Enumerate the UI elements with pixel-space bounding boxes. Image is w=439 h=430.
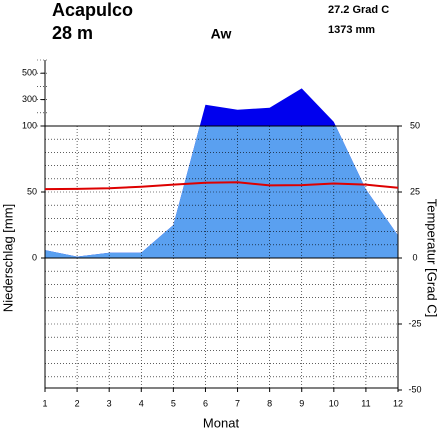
chart-title: Acapulco	[52, 0, 133, 20]
x-tick-label: 10	[329, 398, 339, 408]
x-tick-label: 2	[75, 398, 80, 408]
temperature-line	[44, 181, 399, 191]
y2-tick-label: -25	[408, 318, 421, 328]
x-tick-label: 5	[171, 398, 176, 408]
x-tick-label: 6	[203, 398, 208, 408]
x-tick-label: 7	[235, 398, 240, 408]
y2-tick-label: 50	[410, 120, 420, 130]
x-tick-label: 1	[42, 398, 47, 408]
y2-tick-label: -50	[408, 384, 421, 394]
climate-class: Aw	[211, 26, 232, 42]
y-axis-label: Niederschlag [mm]	[0, 204, 15, 312]
x-tick-label: 12	[393, 398, 403, 408]
mean-temperature: 27.2 Grad C	[328, 4, 389, 16]
y2-axis-label: Temperatur [Grad C]	[425, 199, 439, 318]
y-tick-label: 500	[22, 68, 37, 78]
precipitation-area	[45, 126, 398, 258]
y-tick-label: 50	[27, 186, 37, 196]
x-axis-label: Monat	[203, 415, 240, 430]
y2-tick-label: 0	[412, 252, 417, 262]
x-tick-label: 4	[139, 398, 144, 408]
chart-subtitle: 28 m	[52, 23, 93, 43]
y-tick-label: 300	[22, 94, 37, 104]
x-tick-label: 11	[361, 398, 370, 408]
annual-precipitation: 1373 mm	[328, 24, 375, 36]
x-tick-label: 8	[267, 398, 272, 408]
y2-tick-label: 25	[410, 186, 420, 196]
x-tick-label: 3	[107, 398, 112, 408]
y-tick-label: 0	[32, 252, 37, 262]
x-tick-label: 9	[299, 398, 304, 408]
y-tick-label: 100	[22, 120, 37, 130]
